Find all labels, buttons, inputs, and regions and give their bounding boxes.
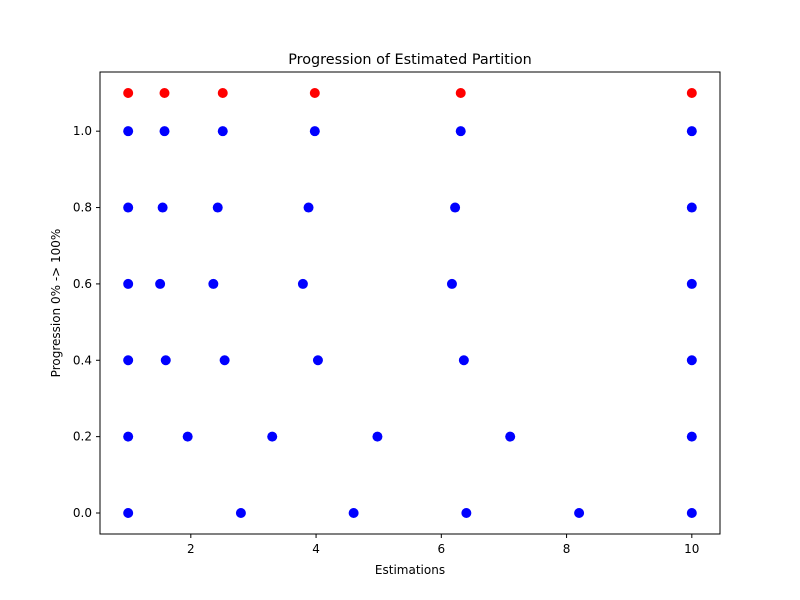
blue-point-10 [505, 431, 516, 442]
blue-point-30 [123, 126, 134, 137]
blue-point-9 [372, 431, 383, 442]
y-tick-label: 0.6 [73, 277, 92, 291]
blue-point-27 [303, 202, 314, 213]
blue-point-14 [219, 355, 230, 366]
blue-point-11 [686, 431, 697, 442]
red-point-4 [455, 88, 466, 98]
blue-point-18 [123, 278, 134, 289]
blue-point-15 [312, 355, 323, 366]
y-tick-label: 0.2 [73, 430, 92, 444]
blue-point-20 [208, 278, 219, 289]
points-layer [123, 88, 697, 518]
blue-point-24 [123, 202, 134, 213]
x-tick-label: 6 [437, 542, 445, 556]
blue-point-0 [123, 508, 134, 518]
red-point-3 [309, 88, 320, 98]
blue-point-31 [159, 126, 170, 137]
chart-title: Progression of Estimated Partition [288, 52, 532, 68]
y-tick-label: 0.0 [73, 506, 92, 520]
blue-point-25 [157, 202, 168, 213]
blue-point-35 [686, 126, 697, 137]
blue-point-7 [182, 431, 193, 442]
blue-point-1 [235, 508, 246, 518]
blue-point-34 [455, 126, 466, 137]
x-tick-label: 4 [312, 542, 320, 556]
blue-point-3 [461, 508, 472, 518]
blue-point-13 [160, 355, 171, 366]
red-point-0 [123, 88, 134, 98]
blue-point-6 [123, 431, 134, 442]
red-point-5 [686, 88, 697, 98]
x-axis-label: Estimations [375, 563, 445, 577]
red-point-2 [217, 88, 228, 98]
x-tick-label: 2 [187, 542, 195, 556]
blue-point-26 [212, 202, 223, 213]
red-point-1 [159, 88, 170, 98]
blue-point-22 [446, 278, 457, 289]
blue-point-19 [155, 278, 166, 289]
y-axis-label: Progression 0% -> 100% [49, 229, 63, 378]
blue-point-32 [217, 126, 228, 137]
blue-point-16 [458, 355, 469, 366]
blue-point-2 [348, 508, 359, 518]
ticks-layer: 2 4 6 8 10 0.0 0.2 0.4 0.6 0.8 1.0 [73, 124, 700, 556]
blue-point-33 [309, 126, 320, 137]
plot-area-frame [99, 71, 721, 535]
y-tick-label: 0.4 [73, 353, 92, 367]
blue-point-4 [574, 508, 585, 518]
blue-point-29 [686, 202, 697, 213]
blue-point-28 [450, 202, 461, 213]
x-tick-label: 10 [684, 542, 699, 556]
blue-point-23 [686, 278, 697, 289]
blue-point-17 [686, 355, 697, 366]
y-tick-label: 1.0 [73, 124, 92, 138]
y-tick-label: 0.8 [73, 201, 92, 215]
blue-point-21 [297, 278, 308, 289]
x-tick-label: 8 [563, 542, 571, 556]
blue-point-8 [267, 431, 278, 442]
blue-point-12 [123, 355, 134, 366]
blue-point-5 [686, 508, 697, 518]
